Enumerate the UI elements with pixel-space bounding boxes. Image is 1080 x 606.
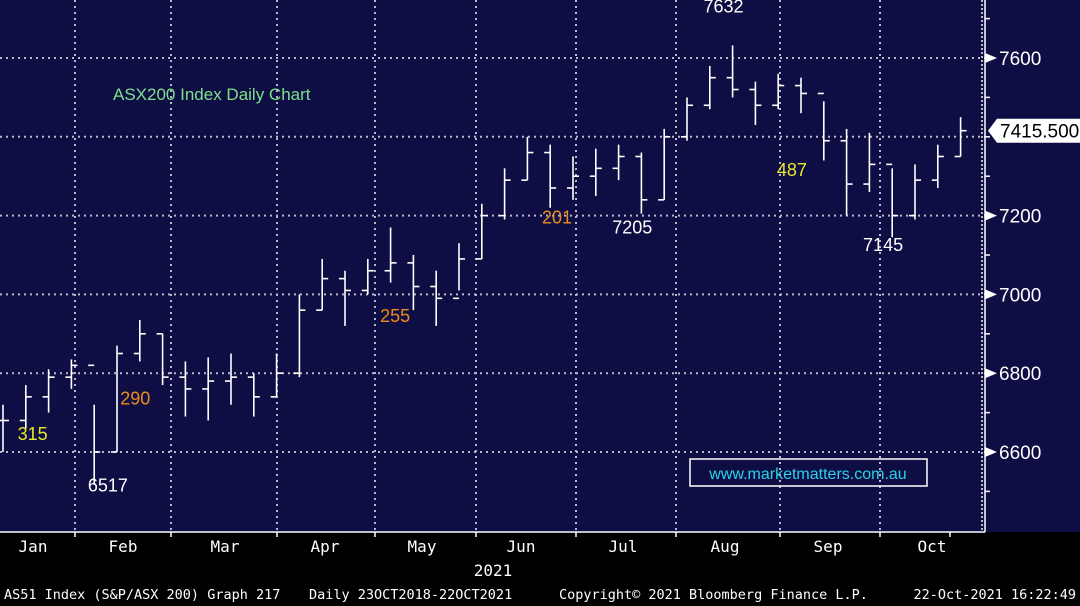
price-bar: [0, 404, 9, 452]
y-tick-marker: [985, 210, 997, 221]
annotation-label: 6517: [88, 475, 128, 495]
y-tick-marker: [985, 447, 997, 457]
footer-range: Daily 23OCT2018-22OCT2021: [309, 587, 512, 603]
price-bar: [749, 81, 762, 125]
footer-timestamp: 22-Oct-2021 16:22:49: [913, 587, 1076, 603]
x-tick-label: May: [408, 537, 437, 556]
y-tick-label: 6600: [999, 443, 1041, 464]
price-bar: [156, 332, 169, 386]
price-bar: [453, 243, 465, 300]
x-tick-label: Jan: [19, 537, 48, 556]
footer-security: AS51 Index (S&P/ASX 200) Graph 217: [4, 587, 280, 603]
price-bar: [635, 152, 648, 214]
price-bar: [202, 357, 215, 421]
price-bar: [931, 144, 944, 189]
price-bar: [270, 353, 283, 398]
annotation-label: 7632: [703, 0, 743, 17]
price-bar: [475, 203, 488, 260]
price-bar: [863, 132, 876, 192]
price-bar: [817, 92, 830, 161]
price-bar: [909, 164, 921, 220]
axis-background: [0, 532, 1080, 606]
price-bar: [795, 77, 807, 114]
annotation-label: 201: [542, 207, 572, 227]
price-bar: [407, 255, 420, 311]
price-bar: [840, 128, 853, 216]
price-bar: [247, 373, 260, 417]
price-bar: [179, 361, 192, 417]
x-tick-label: Mar: [211, 537, 240, 556]
last-price-label: 7415.500: [1000, 122, 1079, 143]
x-tick-label: Sep: [814, 537, 843, 556]
price-bar: [772, 73, 785, 110]
price-bar: [589, 148, 602, 196]
y-tick-label: 7200: [999, 207, 1041, 228]
x-period-label: 2021: [474, 561, 513, 580]
y-tick-label: 6800: [999, 364, 1041, 385]
x-tick-label: Jul: [609, 537, 638, 556]
price-bar: [293, 294, 306, 378]
price-bar: [658, 128, 671, 201]
price-bar: [567, 156, 579, 200]
y-tick-marker: [985, 53, 997, 63]
price-bar: [361, 258, 374, 295]
last-price-tag: [988, 118, 1080, 143]
price-bar: [612, 144, 625, 181]
annotation-label: 290: [120, 389, 150, 409]
price-bar: [384, 227, 397, 283]
y-tick-label: 7000: [999, 285, 1041, 306]
x-tick-label: Apr: [311, 537, 340, 556]
annotation-label: 7145: [863, 235, 903, 255]
chart-title: ASX200 Index Daily Chart: [113, 85, 311, 104]
price-bar: [42, 369, 55, 413]
plot-background: [0, 0, 1080, 532]
price-bar: [954, 117, 967, 158]
price-bar: [19, 385, 32, 429]
price-bar: [65, 359, 78, 389]
price-bar: [886, 163, 899, 238]
price-bar: [133, 320, 146, 362]
x-tick-label: Feb: [109, 537, 138, 556]
price-bar: [703, 65, 716, 110]
price-bar: [88, 364, 101, 485]
watermark: www.marketmatters.com.au: [708, 466, 906, 483]
y-tick-marker: [985, 368, 997, 379]
price-bar: [498, 168, 511, 220]
annotation-label: 7205: [612, 217, 652, 237]
price-bar: [726, 45, 739, 98]
watermark-box: [689, 458, 928, 487]
y-tick-label: 7600: [999, 49, 1041, 70]
x-tick-label: Oct: [918, 537, 947, 556]
price-bar: [111, 345, 123, 453]
annotation-label: 315: [18, 424, 48, 444]
price-bar: [430, 270, 443, 326]
price-bar: [544, 144, 557, 208]
footer-copyright: Copyright© 2021 Bloomberg Finance L.P.: [559, 587, 868, 603]
annotation-label: 487: [777, 160, 807, 180]
price-bar: [225, 353, 237, 405]
price-bar: [681, 97, 693, 141]
annotation-label: 255: [380, 306, 410, 326]
x-tick-label: Aug: [711, 537, 740, 556]
price-bar: [339, 270, 351, 326]
price-bar: [521, 136, 534, 181]
price-bar: [316, 258, 329, 311]
y-tick-marker: [985, 289, 997, 300]
x-tick-label: Jun: [507, 537, 536, 556]
